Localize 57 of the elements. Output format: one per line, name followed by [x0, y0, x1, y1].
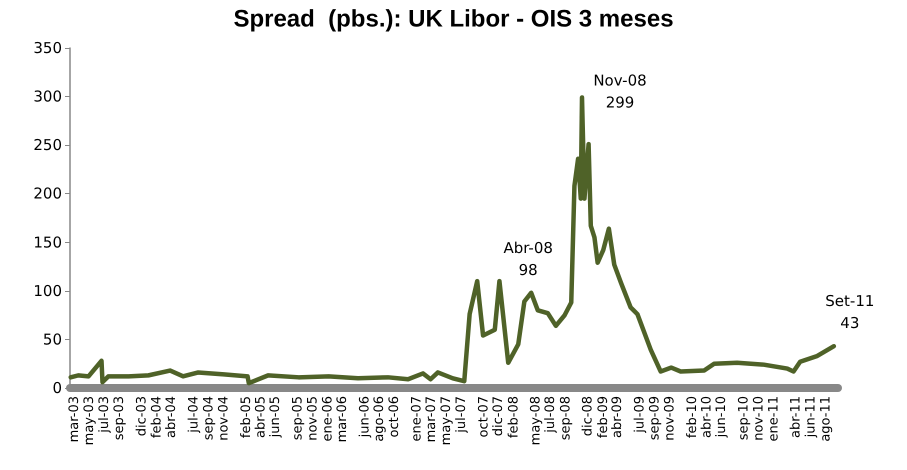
x-tick-label: feb-10: [684, 396, 700, 438]
x-tick-label: sep-10: [736, 396, 752, 440]
x-tick-label: abr-11: [788, 396, 804, 438]
y-tick-label: 350: [33, 39, 62, 57]
x-tick-label: sep-03: [112, 396, 128, 440]
y-tick-label: 250: [33, 136, 62, 154]
x-tick-label: jun-05: [268, 396, 284, 438]
x-tick-label: feb-09: [596, 396, 611, 438]
x-tick-label: may-08: [528, 396, 544, 446]
x-tick-label: ago-11: [818, 396, 834, 442]
x-tick-label: nov-09: [662, 396, 678, 441]
x-tick-label: ene-07: [410, 396, 425, 442]
x-tick-label: ene-06: [320, 396, 336, 442]
x-tick-label: jun-10: [714, 396, 730, 438]
x-tick-label: feb-04: [149, 396, 164, 438]
x-tick-label: abr-09: [610, 396, 626, 438]
x-tick-label: feb-08: [506, 396, 522, 438]
x-tick-label: sep-04: [201, 396, 216, 440]
x-tick-label: abr-05: [253, 396, 268, 438]
annotation: Nov-08 299: [593, 72, 647, 112]
x-tick-label: oct-07: [476, 396, 492, 438]
x-tick-label: may-03: [82, 396, 98, 446]
y-tick-label: 100: [33, 282, 62, 300]
y-tick-label: 150: [33, 233, 62, 252]
x-tick-label: dic-07: [491, 396, 506, 436]
x-tick-label: abr-04: [164, 396, 180, 438]
annotation: Abr-08 98: [503, 238, 553, 279]
y-tick-label: 300: [33, 88, 62, 106]
x-tick-label: jul-07: [454, 396, 469, 434]
x-tick-label: oct-06: [387, 396, 402, 438]
x-tick-label: jul-04: [186, 396, 202, 434]
x-tick-label: jul-08: [543, 396, 558, 434]
x-tick-label: ago-06: [372, 396, 388, 442]
x-tick-label: jul-03: [96, 396, 112, 434]
x-tick-label: nov-04: [216, 396, 232, 441]
x-tick-label: mar-07: [424, 396, 440, 442]
y-tick-label: 0: [52, 379, 62, 397]
x-tick-label: sep-09: [648, 396, 663, 440]
x-tick-label: mar-03: [67, 396, 82, 442]
y-tick-label: 200: [33, 184, 62, 203]
x-tick-label: abr-10: [699, 396, 714, 438]
x-tick-label: sep-05: [290, 396, 306, 440]
x-tick-label: may-07: [438, 396, 454, 446]
x-tick-label: nov-10: [752, 396, 767, 441]
annotation: Set-11 43: [825, 292, 874, 332]
x-tick-label: dic-08: [580, 396, 596, 436]
x-tick-label: nov-05: [306, 396, 321, 441]
x-tick-label: mar-06: [334, 396, 350, 442]
x-tick-label: jul-09: [632, 396, 648, 434]
y-tick-label: 50: [42, 330, 62, 348]
x-tick-label: jun-06: [357, 396, 372, 438]
chart-title: Spread (pbs.): UK Libor - OIS 3 meses: [233, 6, 674, 32]
x-tick-label: sep-08: [558, 396, 574, 440]
x-tick-label: ene-11: [766, 396, 782, 442]
x-tick-label: jun-11: [803, 396, 818, 438]
x-tick-label: feb-05: [238, 396, 254, 438]
x-tick-label: dic-03: [134, 396, 150, 436]
